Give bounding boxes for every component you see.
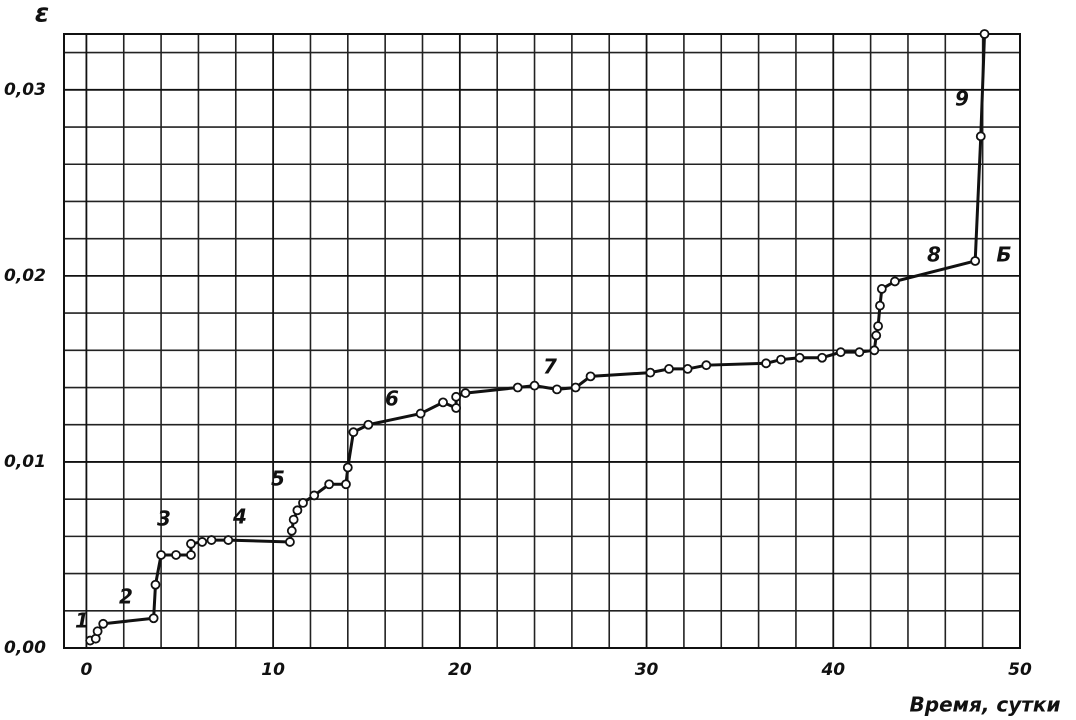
data-point <box>873 321 883 332</box>
data-point <box>186 538 196 549</box>
data-point <box>664 364 674 374</box>
data-point <box>451 403 462 413</box>
data-point <box>309 490 320 501</box>
data-point <box>150 579 161 590</box>
data-point <box>869 345 880 356</box>
data-point <box>286 525 297 536</box>
data-point <box>324 479 335 490</box>
x-tick-label: 30 <box>635 660 659 680</box>
data-point <box>438 397 448 408</box>
y-tick-label: 0,01 <box>4 452 46 472</box>
data-point <box>348 427 359 438</box>
x-tick-label: 10 <box>261 660 285 680</box>
data-point <box>529 380 540 391</box>
data-point <box>854 347 865 358</box>
segment-label: 4 <box>232 505 247 529</box>
data-point <box>794 352 805 363</box>
data-point <box>835 347 846 358</box>
data-point <box>552 384 562 395</box>
data-point <box>701 360 712 371</box>
data-point <box>570 382 581 393</box>
segment-label: 8 <box>927 243 941 267</box>
data-point <box>341 479 351 490</box>
data-point <box>156 550 166 560</box>
data-point <box>363 419 374 430</box>
data-line <box>89 33 987 642</box>
data-point <box>512 382 523 393</box>
data-point <box>415 408 426 419</box>
x-axis-label: Время, сутки <box>910 693 1061 717</box>
segment-label: Б <box>996 243 1011 267</box>
data-point <box>776 354 786 365</box>
data-point <box>871 330 882 341</box>
x-tick-label: 40 <box>820 660 845 680</box>
segment-label: 7 <box>543 355 557 379</box>
data-point <box>186 550 196 560</box>
segment-label: 9 <box>955 87 969 111</box>
data-point <box>889 276 900 287</box>
x-tick-label: 0 <box>80 660 92 680</box>
y-tick-label: 0,00 <box>4 638 46 658</box>
data-point <box>761 358 771 369</box>
y-tick-label: 0,02 <box>4 266 46 286</box>
x-tick-label: 50 <box>1008 660 1032 680</box>
segment-label: 2 <box>119 585 133 609</box>
y-tick-label: 0,03 <box>4 80 46 100</box>
data-point <box>460 388 471 398</box>
data-point <box>876 284 887 294</box>
data-point <box>451 391 462 402</box>
data-point <box>292 505 303 516</box>
data-point <box>979 29 990 39</box>
data-point <box>342 462 353 473</box>
data-point <box>206 535 217 545</box>
data-point <box>970 256 981 266</box>
data-point <box>148 613 159 624</box>
data-point <box>92 626 103 637</box>
x-tick-label: 20 <box>448 660 472 680</box>
data-point <box>975 131 986 142</box>
data-point <box>682 364 693 374</box>
data-point <box>875 300 885 311</box>
data-point <box>585 371 596 382</box>
y-axis-label: ε <box>35 0 49 29</box>
segment-label: 3 <box>157 507 171 531</box>
data-point <box>223 535 234 545</box>
segment-label: 1 <box>75 609 89 633</box>
data-point <box>288 514 299 525</box>
data-point <box>98 618 109 629</box>
data-point <box>298 497 308 508</box>
data-point <box>171 550 181 560</box>
data-point <box>285 537 295 547</box>
segment-label: 6 <box>385 387 399 411</box>
data-point <box>197 537 208 547</box>
segment-label: 5 <box>271 467 285 491</box>
data-point <box>645 367 656 378</box>
data-point <box>817 352 827 363</box>
